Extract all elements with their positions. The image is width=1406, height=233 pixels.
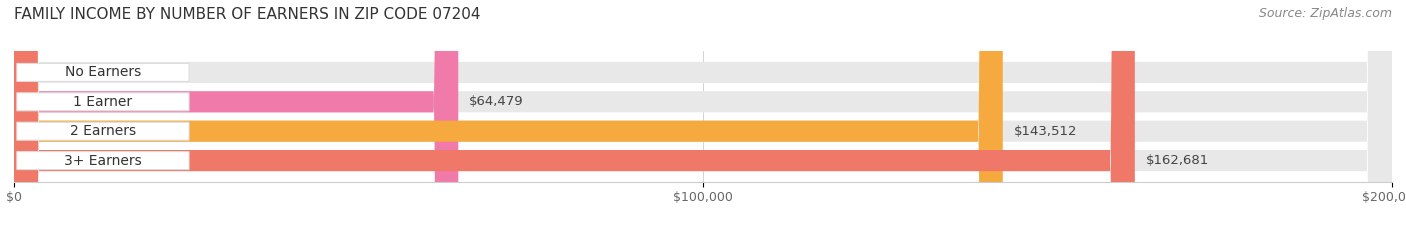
- Text: $162,681: $162,681: [1146, 154, 1209, 167]
- FancyBboxPatch shape: [17, 152, 188, 170]
- FancyBboxPatch shape: [14, 0, 1002, 233]
- Text: $143,512: $143,512: [1014, 125, 1077, 138]
- Text: Source: ZipAtlas.com: Source: ZipAtlas.com: [1258, 7, 1392, 20]
- Text: FAMILY INCOME BY NUMBER OF EARNERS IN ZIP CODE 07204: FAMILY INCOME BY NUMBER OF EARNERS IN ZI…: [14, 7, 481, 22]
- FancyBboxPatch shape: [14, 0, 458, 233]
- Text: $64,479: $64,479: [470, 95, 524, 108]
- FancyBboxPatch shape: [17, 93, 188, 111]
- Text: 2 Earners: 2 Earners: [70, 124, 136, 138]
- Text: 1 Earner: 1 Earner: [73, 95, 132, 109]
- FancyBboxPatch shape: [14, 0, 1392, 233]
- FancyBboxPatch shape: [14, 0, 1392, 233]
- FancyBboxPatch shape: [14, 0, 1392, 233]
- Text: $0: $0: [48, 66, 66, 79]
- Text: No Earners: No Earners: [65, 65, 141, 79]
- FancyBboxPatch shape: [17, 122, 188, 140]
- Text: 3+ Earners: 3+ Earners: [65, 154, 142, 168]
- FancyBboxPatch shape: [14, 0, 1135, 233]
- FancyBboxPatch shape: [14, 0, 1392, 233]
- FancyBboxPatch shape: [17, 63, 188, 81]
